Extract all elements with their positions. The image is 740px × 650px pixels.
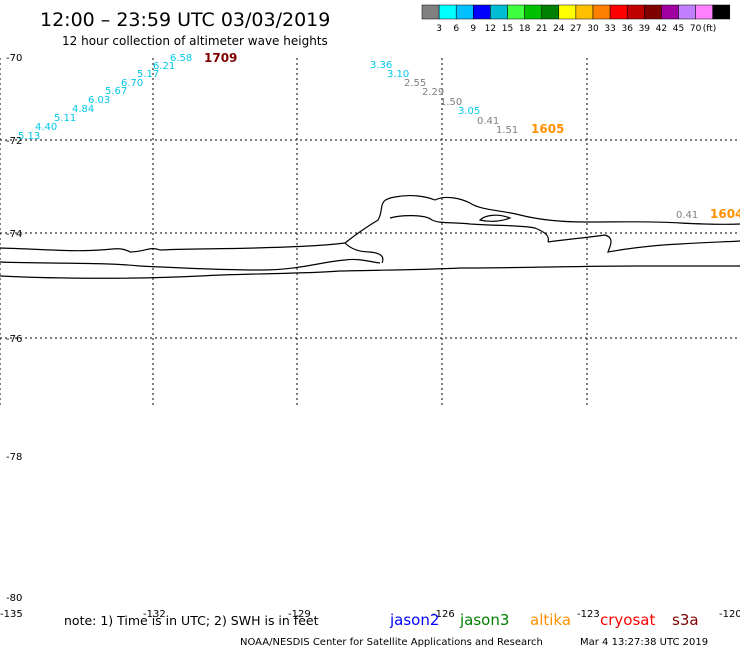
longitude-labels: -135 -132 -129 -126 -123 -120 [0,609,740,620]
lon-label: -132 [143,609,166,620]
track-west: 5.13 4.40 5.11 4.84 6.03 5.67 6.70 5.17 … [18,53,192,142]
legend-swatch [661,4,679,20]
wave-height-label: 0.41 [477,116,499,127]
track-time-label: 1605 [531,122,564,136]
legend-label: 33 [604,24,615,34]
lat-label: -70 [6,53,22,64]
satellite-s3a: s3a [672,611,699,629]
footer-timestamp: Mar 4 13:27:38 UTC 2019 [580,637,708,648]
map-grid [0,58,740,408]
legend-label: 27 [570,24,581,34]
legend-swatch [678,4,696,20]
lon-label: -135 [0,609,23,620]
satellite-cryosat: cryosat [600,611,655,629]
satellite-jason2: jason2 [389,611,439,629]
track-time-label: 1709 [204,51,237,65]
legend-swatch [438,4,457,20]
wave-height-label: 3.10 [387,69,409,80]
wave-height-label: 2.55 [404,78,426,89]
legend-label: 24 [553,24,565,34]
wave-height-label: 5.67 [105,86,127,97]
legend-swatch [507,4,525,20]
wave-height-label: 3.36 [370,60,392,71]
legend-swatch [626,4,645,20]
legend-label: 45 [673,24,684,34]
legend-label: 70 [690,24,702,34]
satellite-altika: altika [530,611,571,629]
wave-height-label: 1.51 [496,125,518,136]
wave-height-label: 6.70 [121,78,143,89]
legend-unit: (ft) [703,24,717,34]
legend-label: 39 [639,24,651,34]
lon-label: -123 [577,609,600,620]
track-time-label: 1604 [710,207,740,221]
wave-height-label: 3.05 [458,106,480,117]
wave-height-label: 6.21 [153,61,175,72]
track-middle: 3.36 3.10 2.55 2.29 1.50 3.05 0.41 1.51 [370,60,518,136]
legend-swatch [609,4,628,20]
lat-label: -76 [6,334,22,345]
lon-label: -126 [432,609,455,620]
legend-label: 30 [587,24,599,34]
wave-height-label: 5.11 [54,113,76,124]
lon-label: -129 [288,609,311,620]
wave-height-label: 1.50 [440,97,462,108]
wave-height-label: 6.03 [88,95,110,106]
legend-label: 9 [470,24,476,34]
wave-height-label: 0.41 [676,210,698,221]
map-title: 12:00 – 23:59 UTC 03/03/2019 [40,9,330,31]
legend-label: 6 [453,24,459,34]
lat-label: -74 [6,229,22,240]
legend-swatch [473,4,491,20]
legend-label: 42 [656,24,667,34]
legend-swatch [421,4,440,20]
legend-label: 3 [436,24,442,34]
footer-credit: NOAA/NESDIS Center for Satellite Applica… [240,637,543,648]
lat-label: -78 [6,452,22,463]
legend-swatch [558,4,577,20]
legend-swatch [712,4,731,20]
lon-label: -120 [719,609,740,620]
legend-swatch [592,4,611,20]
legend-swatch [524,4,542,20]
legend-label: 12 [485,24,496,34]
wave-height-label: 5.17 [137,69,159,80]
legend-swatch [541,4,560,20]
footer-note: note: 1) Time is in UTC; 2) SWH is in fe… [64,613,319,628]
legend-label: 36 [621,24,633,34]
lat-label: -80 [6,593,22,604]
wave-height-label: 6.58 [170,53,192,64]
legend-swatch [455,4,474,20]
legend-swatch [490,4,508,20]
satellite-jason3: jason3 [459,611,509,629]
legend-label: 15 [502,24,513,34]
legend-swatch [575,4,594,20]
coastline [0,194,740,279]
map-subtitle: 12 hour collection of altimeter wave hei… [62,34,328,48]
legend-swatch [695,4,713,20]
legend-label: 21 [536,24,547,34]
legend-label: 18 [519,24,531,34]
wave-height-label: 4.40 [35,122,57,133]
satellite-legend: jason2 jason3 altika cryosat s3a [389,611,699,629]
legend-swatch [644,4,662,20]
wave-height-label: 2.29 [422,87,444,98]
color-legend: 3 6 9 12 15 18 21 24 27 30 33 36 39 42 45 70 (ft) [421,4,731,34]
wave-height-label: 4.84 [72,104,94,115]
lat-label: -72 [6,136,22,147]
latitude-labels: -70 -72 -74 -76 -78 -80 [6,53,22,604]
wave-height-label: 5.13 [18,131,40,142]
